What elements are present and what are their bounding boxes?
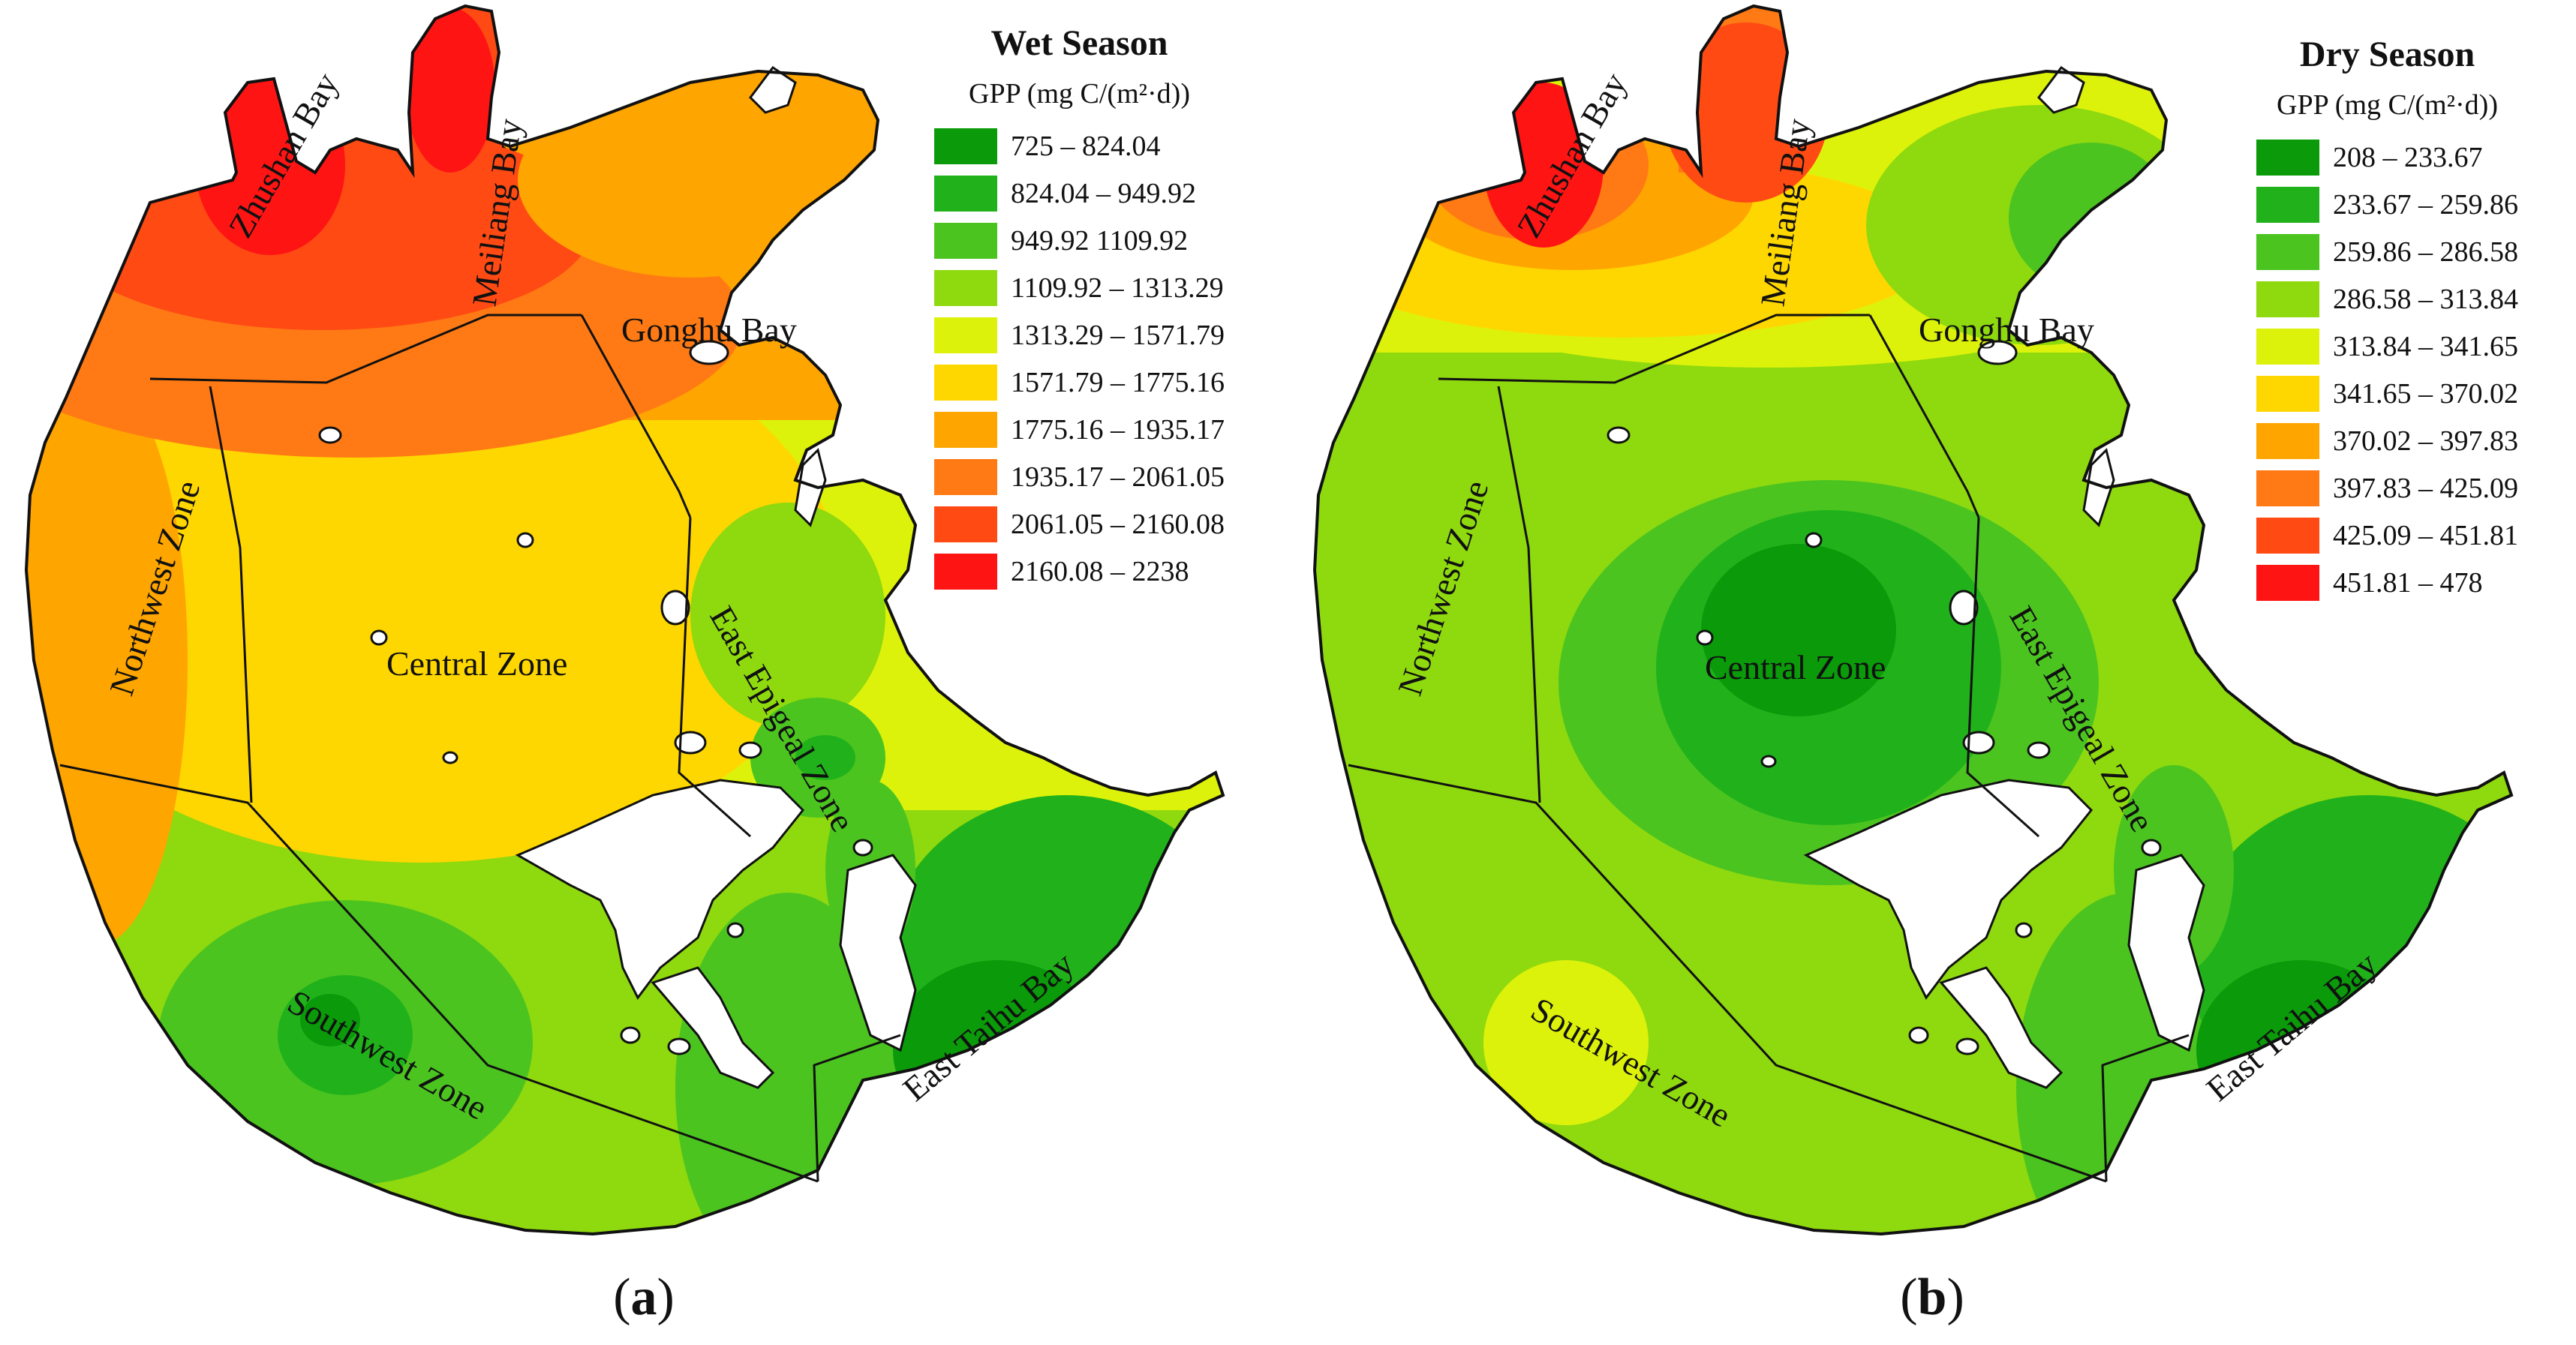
legend-swatch [934,411,997,448]
legend-swatch [934,269,997,306]
legend-label: 259.86 – 286.58 [2333,236,2518,268]
legend-row: 286.58 – 313.84 [2256,275,2518,323]
legend-label: 425.09 – 451.81 [2333,519,2518,551]
panel-caption: (a) [613,1268,675,1326]
zone-label-central: Central Zone [386,644,567,683]
legend-row: 233.67 – 259.86 [2256,181,2518,228]
legend-swatch [2256,422,2319,459]
legend-label: 2160.08 – 2238 [1011,555,1189,587]
legend-row: 1571.79 – 1775.16 [934,359,1225,406]
zone-label-gonghu: Gonghu Bay [621,311,797,349]
legend-swatch [2256,470,2319,506]
dry-season-map: Zhushan Bay Meiliang Bay Gonghu Bay Nort… [1313,5,2513,1235]
dry-season-legend: Dry Season GPP (mg C/(m²·d)) 208 – 233.6… [2256,34,2518,606]
legend-label: 949.92 1109.92 [1011,224,1189,257]
legend-swatch [934,128,997,164]
legend-label: 370.02 – 397.83 [2333,425,2518,457]
legend-row: 313.84 – 341.65 [2256,323,2518,370]
legend-label: 208 – 233.67 [2333,141,2483,173]
legend-title: Dry Season [2299,35,2475,74]
zone-label-central: Central Zone [1705,648,1886,686]
wet-season-legend: Wet Season GPP (mg C/(m²·d)) 725 – 824.0… [934,23,1225,595]
legend-row: 1313.29 – 1571.79 [934,311,1225,359]
legend-unit: GPP (mg C/(m²·d)) [2277,89,2498,121]
legend-label: 313.84 – 341.65 [2333,330,2518,362]
legend-swatch [934,175,997,212]
legend-row: 208 – 233.67 [2256,134,2518,181]
legend-swatch [934,506,997,542]
zone-label-gonghu: Gonghu Bay [1919,311,2094,349]
legend-swatch [934,364,997,401]
legend-label: 341.65 – 370.02 [2333,377,2518,410]
legend-row: 1775.16 – 1935.17 [934,406,1225,453]
legend-row: 259.86 – 286.58 [2256,228,2518,275]
legend-unit: GPP (mg C/(m²·d)) [969,78,1190,110]
legend-row: 1935.17 – 2061.05 [934,453,1225,500]
wet-season-panel: Zhushan Bay Meiliang Bay Gonghu Bay Nort… [25,5,1225,1326]
legend-swatch [2256,564,2319,601]
legend-swatch [2256,233,2319,270]
legend-swatch [2256,375,2319,412]
legend-row: 725 – 824.04 [934,122,1225,170]
wet-season-map: Zhushan Bay Meiliang Bay Gonghu Bay Nort… [25,5,1225,1235]
legend-title: Wet Season [990,23,1168,63]
legend-row: 425.09 – 451.81 [2256,512,2518,559]
legend-row: 2160.08 – 2238 [934,548,1225,595]
legend-label: 1313.29 – 1571.79 [1011,319,1225,351]
legend-label: 2061.05 – 2160.08 [1011,508,1225,540]
legend-swatch [934,222,997,259]
legend-swatch [2256,186,2319,223]
legend-label: 824.04 – 949.92 [1011,177,1196,209]
legend-row: 949.92 1109.92 [934,217,1225,264]
legend-row: 824.04 – 949.92 [934,170,1225,217]
legend-label: 1109.92 – 1313.29 [1011,272,1224,304]
legend-label: 397.83 – 425.09 [2333,472,2518,504]
legend-label: 451.81 – 478 [2333,566,2483,599]
legend-swatch [934,458,997,495]
legend-label: 1935.17 – 2061.05 [1011,461,1225,493]
panel-caption: (b) [1900,1268,1964,1326]
legend-swatch [2256,328,2319,365]
legend-swatch [934,553,997,590]
legend-rows: 725 – 824.04 824.04 – 949.92 949.92 1109.9… [934,122,1225,595]
legend-row: 341.65 – 370.02 [2256,370,2518,417]
legend-swatch [2256,517,2319,554]
legend-label: 286.58 – 313.84 [2333,283,2518,315]
legend-label: 1775.16 – 1935.17 [1011,413,1225,446]
legend-swatch [934,317,997,353]
legend-row: 2061.05 – 2160.08 [934,500,1225,548]
dry-season-panel: Zhushan Bay Meiliang Bay Gonghu Bay Nort… [1288,0,2576,1345]
legend-row: 1109.92 – 1313.29 [934,264,1225,311]
legend-row: 370.02 – 397.83 [2256,417,2518,464]
legend-label: 725 – 824.04 [1011,130,1161,162]
legend-label: 1571.79 – 1775.16 [1011,366,1225,398]
legend-swatch [2256,139,2319,176]
legend-row: 397.83 – 425.09 [2256,464,2518,512]
legend-rows: 208 – 233.67 233.67 – 259.86 259.86 – 286.… [2256,134,2518,606]
legend-swatch [2256,281,2319,317]
legend-label: 233.67 – 259.86 [2333,188,2518,221]
legend-row: 451.81 – 478 [2256,559,2518,606]
